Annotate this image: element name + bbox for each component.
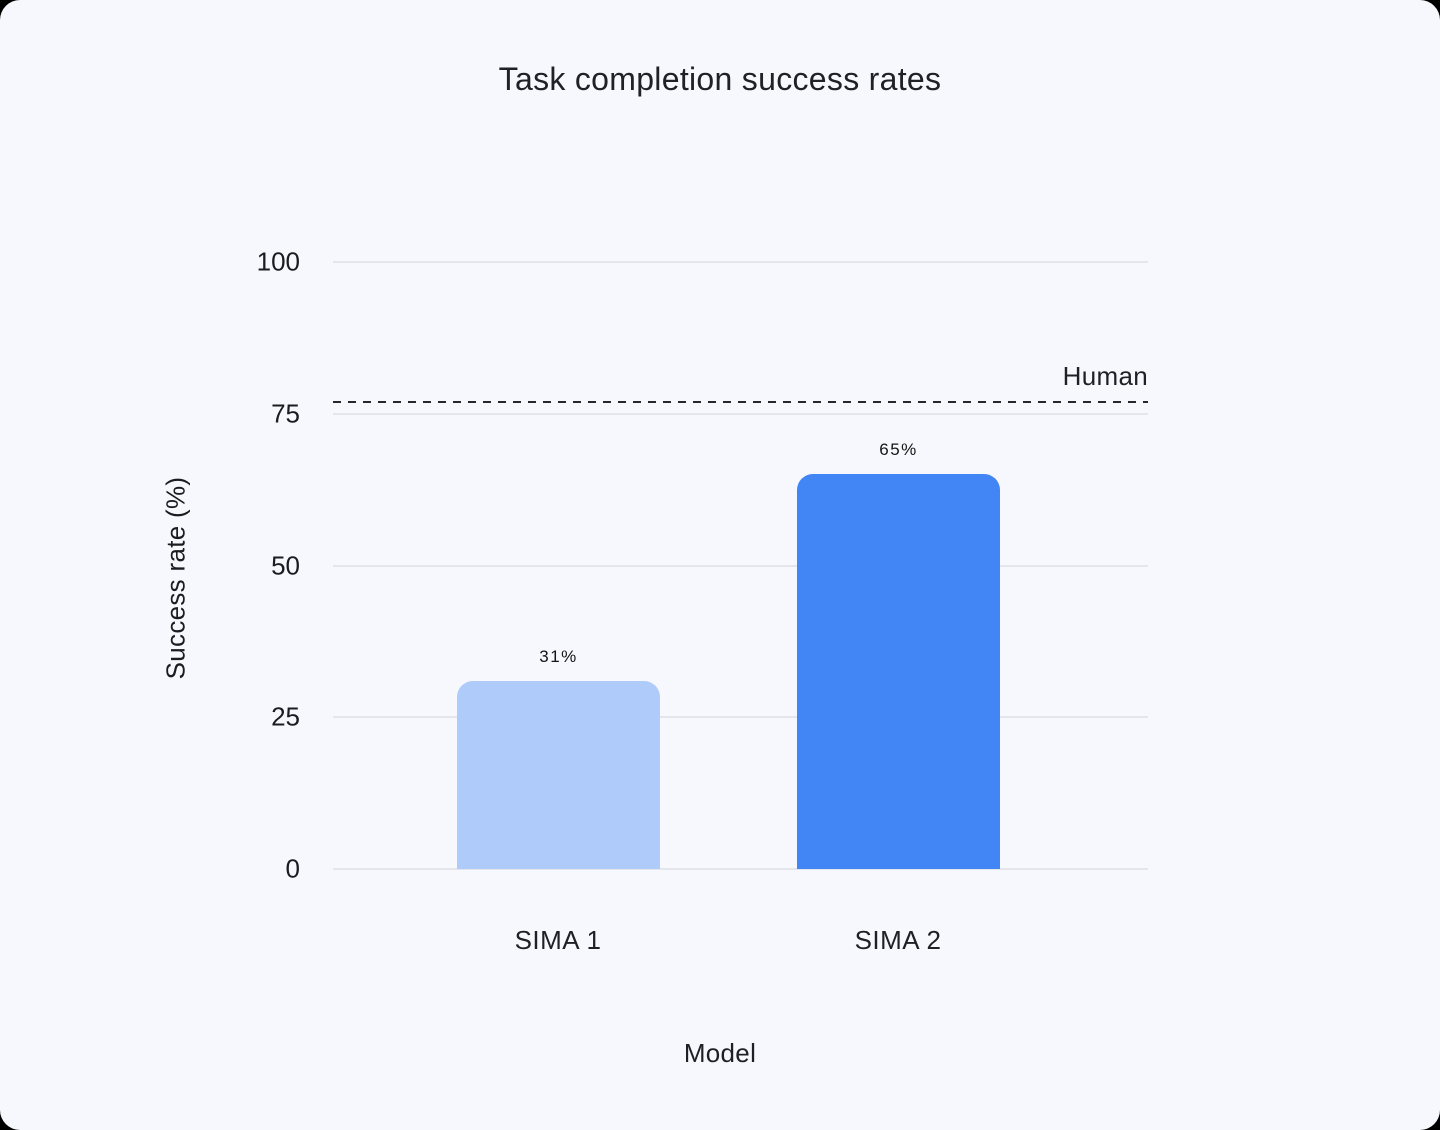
human-reference-line — [333, 400, 1148, 403]
human-reference-label: Human — [1062, 360, 1148, 391]
x-tick-label-sima-2: SIMA 2 — [854, 925, 942, 955]
gridline-50 — [333, 564, 1148, 567]
bar-value-label-sima-1: 31% — [539, 646, 578, 666]
gridline-75 — [333, 412, 1148, 415]
x-axis-title: Model — [683, 1038, 757, 1068]
bar-value-label-sima-2: 65% — [879, 440, 918, 460]
chart-title: Task completion success rates — [498, 61, 942, 97]
bar-sima-2 — [797, 474, 1000, 869]
y-tick-label: 0 — [285, 853, 300, 884]
y-tick-label: 100 — [256, 246, 300, 277]
y-axis-title: Success rate (%) — [160, 476, 191, 679]
x-tick-label-sima-1: SIMA 1 — [514, 925, 602, 955]
bar-sima-1 — [457, 680, 660, 869]
gridline-25 — [333, 716, 1148, 719]
plot-area: Success rate (%) 100 75 50 25 0 Human 31… — [161, 247, 1148, 955]
y-tick-label: 25 — [271, 701, 300, 732]
y-tick-label: 75 — [271, 398, 300, 429]
y-tick-label: 50 — [271, 550, 300, 580]
gridline-100 — [333, 261, 1148, 263]
gridline-0 — [333, 868, 1148, 870]
